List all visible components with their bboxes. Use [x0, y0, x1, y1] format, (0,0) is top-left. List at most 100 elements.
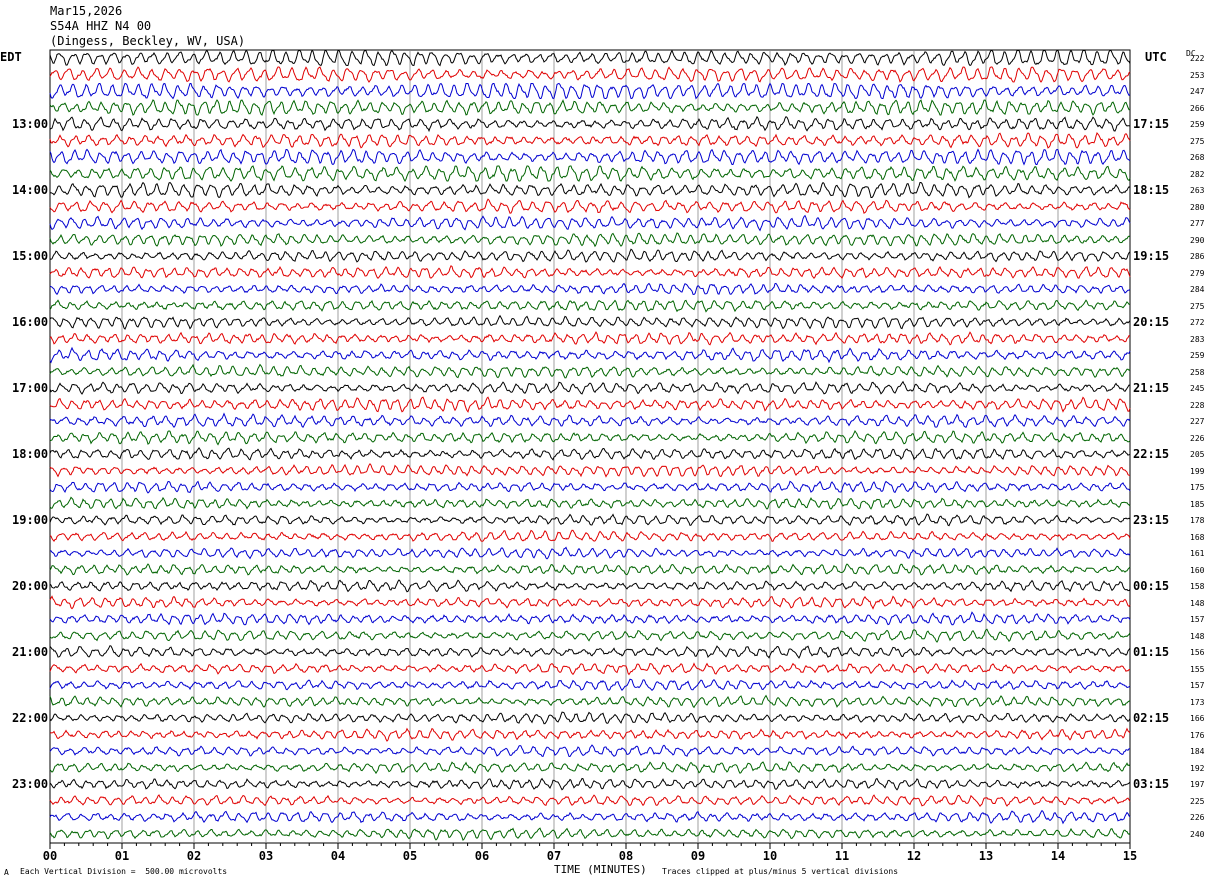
seismic-trace — [49, 198, 1131, 214]
left-hour-label: 18:00 — [12, 447, 49, 461]
dc-offset-label: 155 — [1190, 664, 1205, 674]
seismic-trace — [49, 662, 1131, 676]
x-tick-label: 13 — [979, 849, 993, 863]
seismic-trace — [49, 678, 1131, 692]
seismic-trace — [49, 412, 1131, 429]
left-hour-label: 23:00 — [12, 777, 49, 791]
dc-offset-label: 222 — [1190, 54, 1205, 63]
seismic-trace — [49, 809, 1131, 825]
x-tick-label: 01 — [115, 849, 129, 863]
right-hour-label: 01:15 — [1133, 645, 1170, 659]
seismic-trace — [49, 761, 1131, 775]
dc-offset-label: 205 — [1190, 450, 1205, 459]
seismic-trace — [49, 165, 1131, 183]
right-hour-label: 22:15 — [1133, 447, 1170, 461]
dc-column-label: DC — [1186, 49, 1196, 58]
dc-offset-label: 197 — [1190, 780, 1205, 789]
dc-offset-label: 185 — [1190, 499, 1205, 509]
dc-offset-label: 279 — [1190, 268, 1205, 278]
dc-offset-label: 148 — [1190, 598, 1205, 608]
seismic-trace — [49, 214, 1131, 232]
dc-offset-label: 258 — [1190, 367, 1205, 377]
seismic-trace — [49, 346, 1131, 364]
scale-note: Each Vertical Division = 500.00 microvol… — [20, 867, 228, 876]
dc-offset-label: 290 — [1190, 235, 1205, 245]
right-hour-label: 18:15 — [1133, 183, 1170, 197]
x-tick-label: 02 — [187, 849, 201, 863]
seismic-trace — [49, 181, 1131, 199]
dc-offset-label: 275 — [1190, 136, 1205, 146]
seismic-trace — [49, 82, 1131, 100]
dc-offset-label: 259 — [1190, 351, 1205, 360]
right-timezone-label: UTC — [1145, 50, 1167, 64]
dc-offset-label: 272 — [1190, 318, 1205, 327]
dc-offset-label: 157 — [1190, 615, 1205, 624]
left-hour-label: 19:00 — [12, 513, 49, 527]
dc-offset-label: 158 — [1190, 582, 1205, 591]
seismic-trace — [49, 248, 1131, 263]
dc-offset-label: 247 — [1190, 87, 1205, 96]
dc-offset-label: 226 — [1190, 433, 1205, 443]
seismic-trace — [49, 462, 1131, 478]
seismic-trace — [49, 611, 1131, 626]
dc-offset-label: 259 — [1190, 120, 1205, 129]
header-location: (Dingess, Beckley, WV, USA) — [50, 34, 246, 48]
left-hour-label: 21:00 — [12, 645, 49, 659]
x-tick-label: 12 — [907, 849, 921, 863]
dc-offset-label: 228 — [1190, 400, 1205, 410]
seismic-trace — [49, 331, 1131, 346]
left-hour-label: 16:00 — [12, 315, 49, 329]
dc-offset-label: 282 — [1190, 169, 1205, 179]
dc-offset-label: 225 — [1190, 796, 1205, 806]
seismic-trace — [49, 595, 1131, 610]
dc-offset-label: 253 — [1190, 70, 1205, 80]
seismic-trace — [49, 66, 1131, 83]
x-tick-label: 06 — [475, 849, 489, 863]
dc-offset-label: 245 — [1190, 384, 1205, 393]
header-station: S54A HHZ N4 00 — [50, 19, 152, 33]
x-tick-label: 03 — [259, 849, 273, 863]
seismic-trace — [49, 711, 1131, 725]
dc-offset-label: 284 — [1190, 285, 1205, 294]
x-axis-label: TIME (MINUTES) — [554, 863, 647, 876]
dc-offset-label: 178 — [1190, 516, 1205, 525]
left-hour-label: 14:00 — [12, 183, 49, 197]
seismic-trace — [49, 363, 1131, 379]
x-tick-label: 05 — [403, 849, 417, 863]
seismic-trace — [49, 480, 1131, 494]
left-hour-label: 13:00 — [12, 117, 49, 131]
left-hour-label: 22:00 — [12, 711, 49, 725]
right-hour-label: 17:15 — [1133, 117, 1170, 131]
dc-offset-label: 173 — [1190, 697, 1205, 707]
seismic-trace — [49, 546, 1131, 560]
dc-offset-label: 266 — [1190, 103, 1205, 113]
right-hour-label: 21:15 — [1133, 381, 1170, 395]
dc-offset-label: 280 — [1190, 202, 1205, 212]
seismic-trace — [49, 496, 1131, 510]
right-hour-label: 23:15 — [1133, 513, 1170, 527]
x-tick-label: 00 — [43, 849, 57, 863]
x-tick-label: 15 — [1123, 849, 1137, 863]
seismic-trace — [49, 529, 1131, 542]
seismic-trace — [49, 265, 1131, 280]
dc-offset-label: 199 — [1190, 466, 1205, 476]
seismic-trace — [49, 232, 1131, 248]
seismic-trace — [49, 628, 1131, 643]
seismic-trace — [49, 827, 1131, 841]
seismic-trace — [49, 777, 1131, 791]
corner-mark: A — [4, 868, 9, 877]
right-hour-label: 03:15 — [1133, 777, 1170, 791]
dc-offset-label: 275 — [1190, 301, 1205, 311]
dc-offset-label: 160 — [1190, 565, 1205, 575]
dc-offset-label: 227 — [1190, 417, 1205, 426]
header-date: Mar15,2026 — [50, 4, 123, 18]
seismic-trace — [49, 49, 1131, 67]
x-tick-label: 08 — [619, 849, 633, 863]
seismic-trace — [49, 727, 1131, 742]
seismic-trace — [49, 115, 1131, 133]
x-tick-label: 07 — [547, 849, 561, 863]
dc-offset-label: 268 — [1190, 153, 1205, 162]
dc-offset-label: 157 — [1190, 681, 1205, 690]
dc-offset-label: 286 — [1190, 252, 1205, 261]
